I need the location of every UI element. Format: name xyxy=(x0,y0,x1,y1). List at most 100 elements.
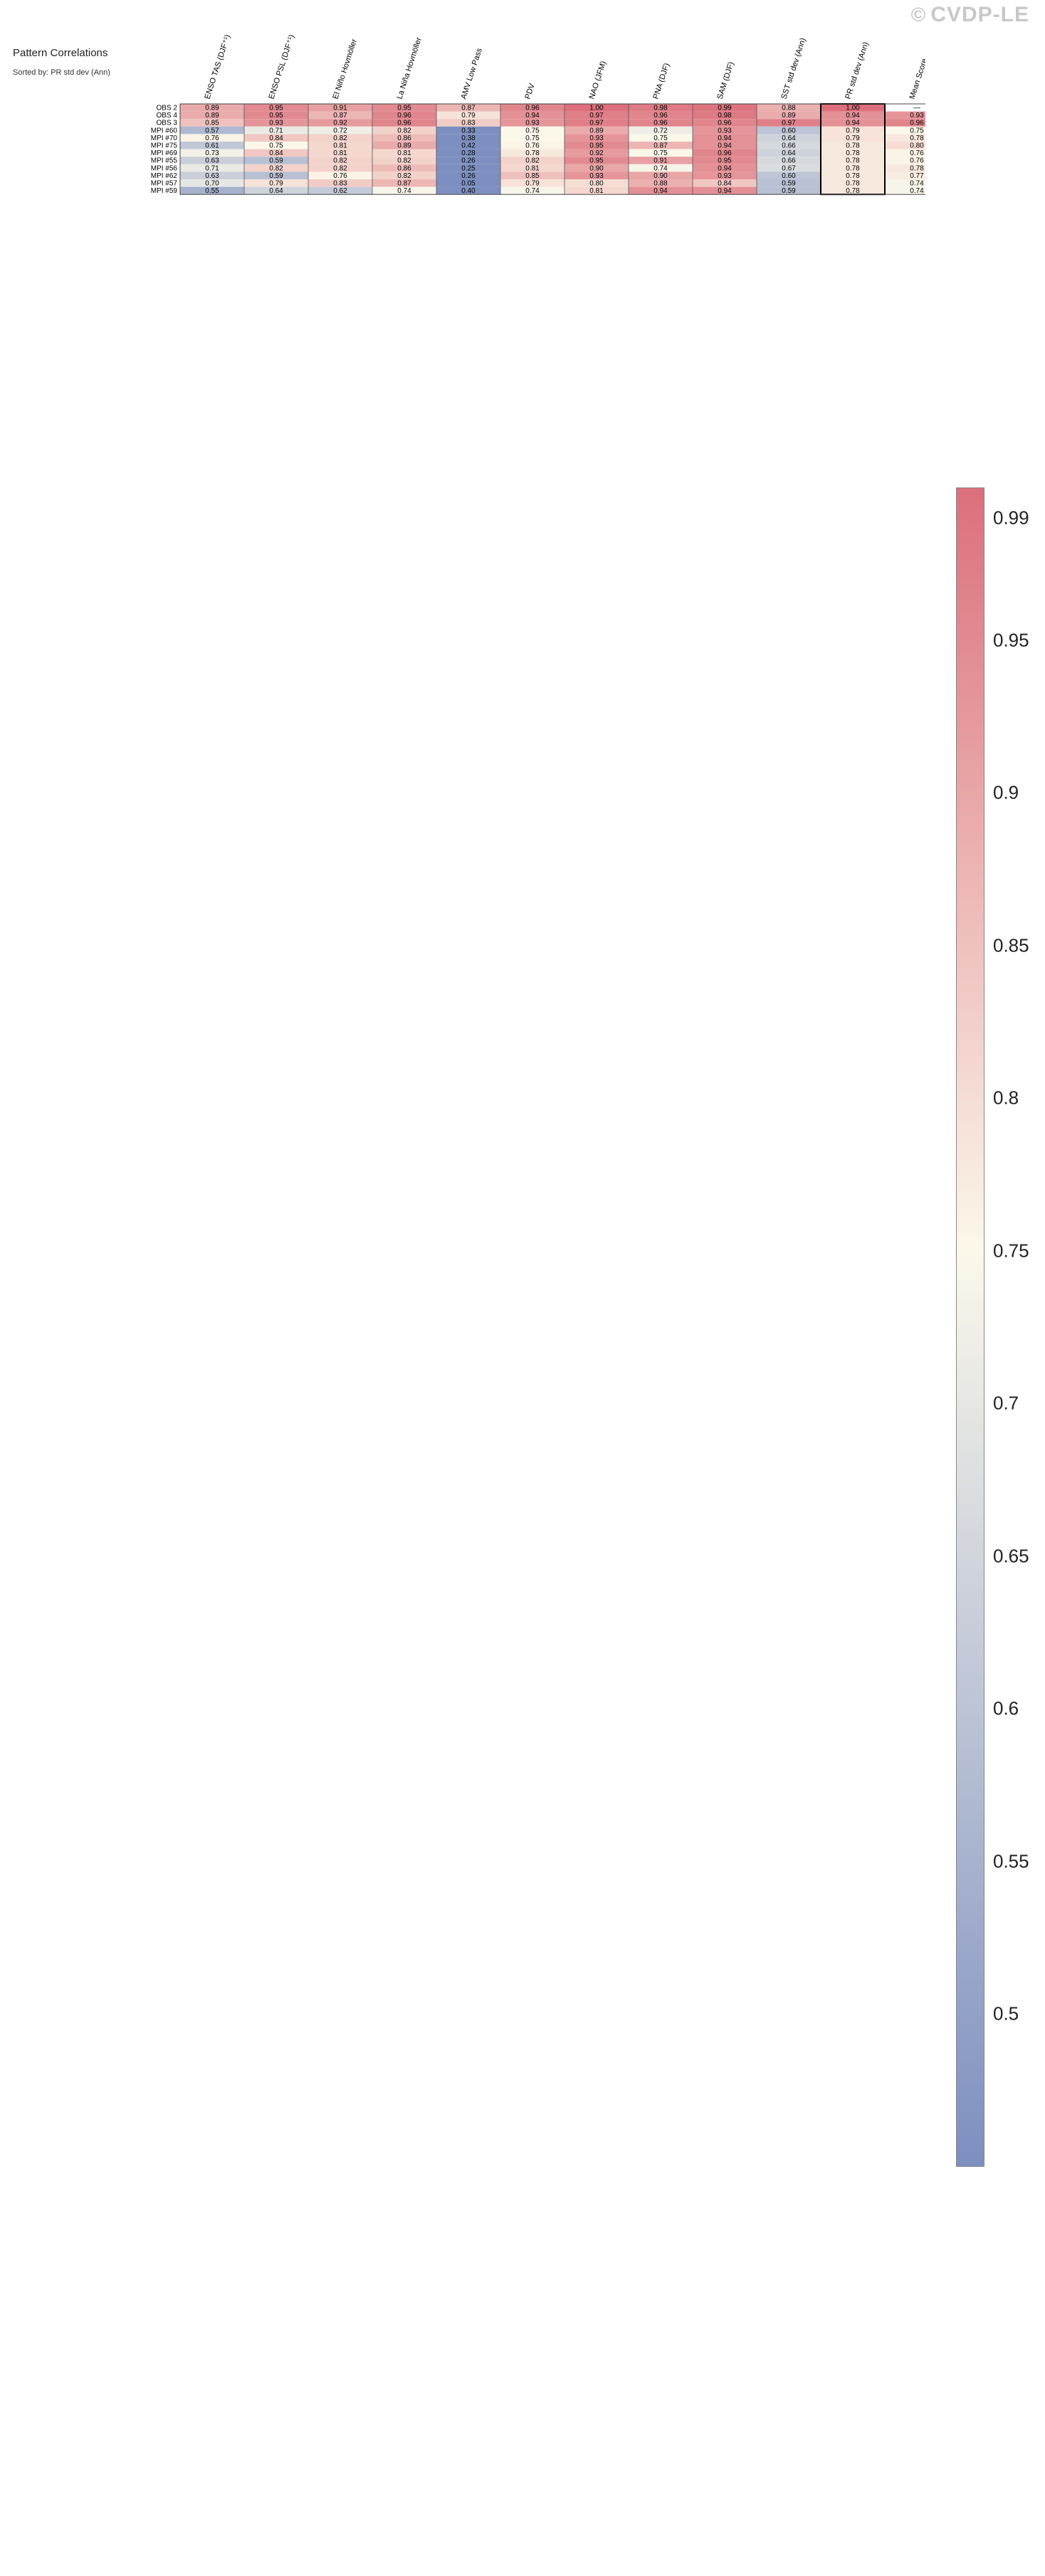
cell-value: 0.78 xyxy=(910,164,924,172)
heatmap-cell xyxy=(564,171,629,179)
heatmap-cell xyxy=(564,179,629,187)
heatmap-cell xyxy=(885,179,925,187)
cell-value: 0.85 xyxy=(525,172,540,180)
cell-value: 0.81 xyxy=(525,164,540,172)
heatmap-cell xyxy=(629,149,693,157)
heatmap-cell xyxy=(821,111,885,120)
heatmap-cell xyxy=(500,164,564,172)
cell-value: 0.74 xyxy=(910,179,924,187)
heatmap-cell xyxy=(885,111,925,120)
cell-value: 0.60 xyxy=(782,127,796,134)
heatmap-cell xyxy=(180,142,244,149)
cell-value: 0.88 xyxy=(653,179,668,187)
cell-value: 0.79 xyxy=(846,134,860,142)
table-border xyxy=(179,103,925,195)
heatmap-cell xyxy=(436,186,500,195)
cell-value: 0.79 xyxy=(269,179,283,187)
heatmap-cell xyxy=(693,149,757,157)
cell-value: 0.96 xyxy=(525,104,540,112)
cell-value: 0.76 xyxy=(910,157,924,165)
row-label: MPI #56 xyxy=(151,164,178,172)
cell-value: 0.82 xyxy=(397,127,411,134)
cell-value: 0.96 xyxy=(397,120,411,127)
cell-value: 0.95 xyxy=(589,157,604,165)
cell-value: 0.93 xyxy=(718,127,732,134)
heatmap-cell xyxy=(308,186,372,195)
heatmap-cell xyxy=(821,119,885,127)
heatmap-cell xyxy=(436,149,500,157)
colorbar-tick-label: 0.55 xyxy=(993,1850,1029,1872)
heatmap-cell xyxy=(693,186,757,195)
heatmap-cell-values: 0.89 0.95 0.91 0.95 0.87 0.96 1.00 0.98 0.99 0.88… xyxy=(205,104,924,195)
cell-value: 0.86 xyxy=(397,164,411,172)
heatmap-cell xyxy=(564,126,629,134)
heatmap-cell xyxy=(821,171,885,179)
heatmap-cell xyxy=(372,104,436,112)
cell-value: 0.75 xyxy=(269,142,283,149)
heatmap-cell xyxy=(629,171,693,179)
heatmap-cell xyxy=(244,142,308,149)
cell-value: 0.87 xyxy=(397,179,411,187)
cell-value: 0.76 xyxy=(333,172,347,180)
cell-value: 0.75 xyxy=(653,134,668,142)
heatmap-cell xyxy=(693,142,757,149)
heatmap-cell xyxy=(436,171,500,179)
heatmap-cell xyxy=(693,179,757,187)
cell-value: 0.83 xyxy=(461,120,476,127)
cell-value: 0.97 xyxy=(589,112,604,120)
cell-value: 0.25 xyxy=(461,164,476,172)
cell-value: 0.85 xyxy=(205,120,219,127)
heatmap-cell xyxy=(180,186,244,195)
cell-value: 0.98 xyxy=(718,112,732,120)
heatmap-cell xyxy=(244,126,308,134)
cell-value: 0.82 xyxy=(525,157,540,165)
cell-value: 0.91 xyxy=(333,104,347,112)
cell-value: 0.96 xyxy=(718,120,732,127)
page-title: Pattern Correlations xyxy=(13,47,108,59)
cell-value: 0.95 xyxy=(269,112,283,120)
colorbar-tick-label: 0.9 xyxy=(993,781,1019,803)
cell-value: 0.89 xyxy=(589,127,604,134)
cell-value: 0.60 xyxy=(782,172,796,180)
cell-value: 0.78 xyxy=(846,179,860,187)
heatmap-cell xyxy=(693,171,757,179)
cell-value: 0.84 xyxy=(269,149,283,157)
heatmap-cell xyxy=(372,111,436,120)
heatmap-cell xyxy=(500,186,564,195)
heatmap-cell xyxy=(500,171,564,179)
heatmap-cell xyxy=(180,134,244,142)
heatmap-cell xyxy=(436,164,500,172)
cell-value: 0.82 xyxy=(333,157,347,165)
row-label: MPI #60 xyxy=(151,127,178,134)
heatmap-cell xyxy=(564,142,629,149)
heatmap-cell xyxy=(757,142,821,149)
heatmap-cell xyxy=(308,171,372,179)
watermark: © CVDP-LE xyxy=(911,3,1029,27)
heatmap-cell xyxy=(885,134,925,142)
cell-value: 0.40 xyxy=(461,187,476,195)
cell-value: 0.78 xyxy=(846,172,860,180)
column-header: La Niña Hovmöller xyxy=(395,36,423,100)
column-header: SAM (DJF) xyxy=(715,60,735,100)
heatmap-cell xyxy=(629,142,693,149)
heatmap-cell xyxy=(757,134,821,142)
row-label: MPI #75 xyxy=(151,142,178,149)
heatmap-cell xyxy=(244,179,308,187)
cell-value: 0.99 xyxy=(718,104,732,112)
colorbar-tick-label: 0.5 xyxy=(993,2002,1019,2025)
heatmap-cell xyxy=(629,179,693,187)
heatmap-cell xyxy=(372,134,436,142)
heatmap-cell xyxy=(757,126,821,134)
cell-value: 0.89 xyxy=(782,112,796,120)
cell-value: 0.78 xyxy=(910,134,924,142)
cell-value: 0.82 xyxy=(269,164,283,172)
cell-value: 0.59 xyxy=(269,172,283,180)
cell-value: 1.00 xyxy=(846,104,860,112)
heatmap-cell xyxy=(757,164,821,172)
heatmap-cell xyxy=(244,186,308,195)
heatmap-grid xyxy=(179,103,925,196)
heatmap-cell xyxy=(629,104,693,112)
heatmap-cell xyxy=(500,119,564,127)
heatmap-cell xyxy=(885,126,925,134)
cell-value: 0.79 xyxy=(525,179,540,187)
